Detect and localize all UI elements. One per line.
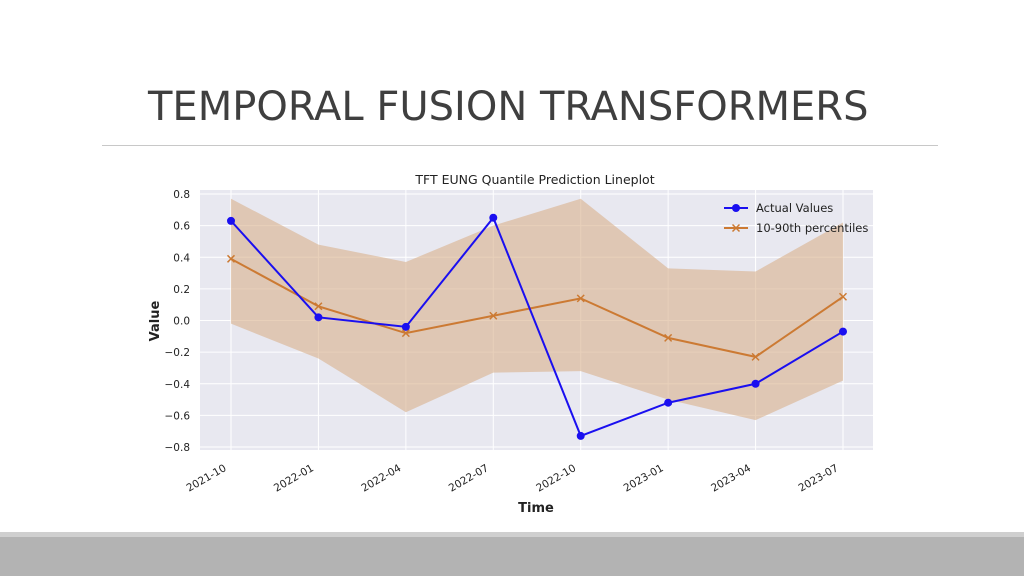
x-tick-label: 2022-01 <box>272 462 316 494</box>
percentile-median-point <box>401 329 410 338</box>
y-tick-label: 0.4 <box>173 252 190 264</box>
percentile-band-area <box>231 198 843 421</box>
actual-values-series <box>227 213 847 440</box>
actual-values-point <box>664 398 673 407</box>
chart-title: TFT EUNG Quantile Prediction Lineplot <box>414 172 654 187</box>
y-tick-label: 0.0 <box>173 316 190 328</box>
legend-item: 10-90th percentiles <box>724 221 868 235</box>
slide-title: TEMPORAL FUSION TRANSFORMERS <box>148 84 869 130</box>
quantile-prediction-chart: TFT EUNG Quantile Prediction Lineplot 0.… <box>148 172 873 516</box>
legend-item: Actual Values <box>724 201 833 215</box>
x-tick-label: 2022-07 <box>447 462 491 494</box>
y-tick-label: −0.4 <box>165 379 191 391</box>
percentile-median-line <box>230 257 844 358</box>
x-tick-label: 2022-04 <box>359 462 403 494</box>
x-tick-label: 2022-10 <box>534 462 578 494</box>
actual-values-point <box>401 322 410 331</box>
x-tick-label: 2023-07 <box>797 462 841 494</box>
title-divider <box>102 145 938 146</box>
legend: Actual Values 10-90th percentiles <box>724 201 868 235</box>
x-tick-label: 2023-01 <box>622 462 666 494</box>
y-tick-label: −0.6 <box>165 410 191 422</box>
y-tick-label: 0.6 <box>173 221 190 233</box>
percentile-median-point <box>664 333 673 342</box>
series-lines <box>226 213 848 440</box>
actual-values-point <box>839 327 847 336</box>
x-axis-label: Time <box>518 501 554 516</box>
percentile-median-point <box>489 311 498 320</box>
x-tick-label: 2023-04 <box>709 462 753 494</box>
percentile-median-point <box>838 292 848 301</box>
actual-values-point <box>227 216 235 225</box>
actual-values-point <box>314 313 323 322</box>
actual-values-point <box>489 213 498 222</box>
y-tick-labels: 0.8 0.6 0.4 0.2 0.0 −0.2 −0.4 −0.6 −0.8 <box>165 189 191 454</box>
y-tick-label: −0.8 <box>165 442 191 454</box>
percentile-band <box>231 198 843 421</box>
percentile-median-series <box>226 254 848 361</box>
percentile-median-point <box>226 254 236 263</box>
x-tick-labels: 2021-10 2022-01 2022-04 2022-07 2022-10 2023-… <box>185 462 841 494</box>
legend-label: Actual Values <box>756 201 833 215</box>
legend-swatch-marker <box>732 204 740 212</box>
legend-label: 10-90th percentiles <box>756 221 868 235</box>
percentile-median-point <box>751 352 760 361</box>
actual-values-line <box>230 215 844 438</box>
percentile-median-point <box>314 302 323 311</box>
x-tick-label: 2021-10 <box>185 462 229 494</box>
footer-bar-highlight <box>0 532 1024 537</box>
y-tick-label: 0.2 <box>173 284 190 296</box>
y-tick-label: 0.8 <box>173 189 190 201</box>
legend-swatch-marker <box>731 223 741 233</box>
actual-values-point <box>576 431 585 440</box>
actual-values-point <box>751 379 760 388</box>
y-axis-label: Value <box>148 300 163 341</box>
footer-bar <box>0 532 1024 576</box>
y-tick-label: −0.2 <box>165 347 191 359</box>
percentile-median-point <box>576 294 585 303</box>
